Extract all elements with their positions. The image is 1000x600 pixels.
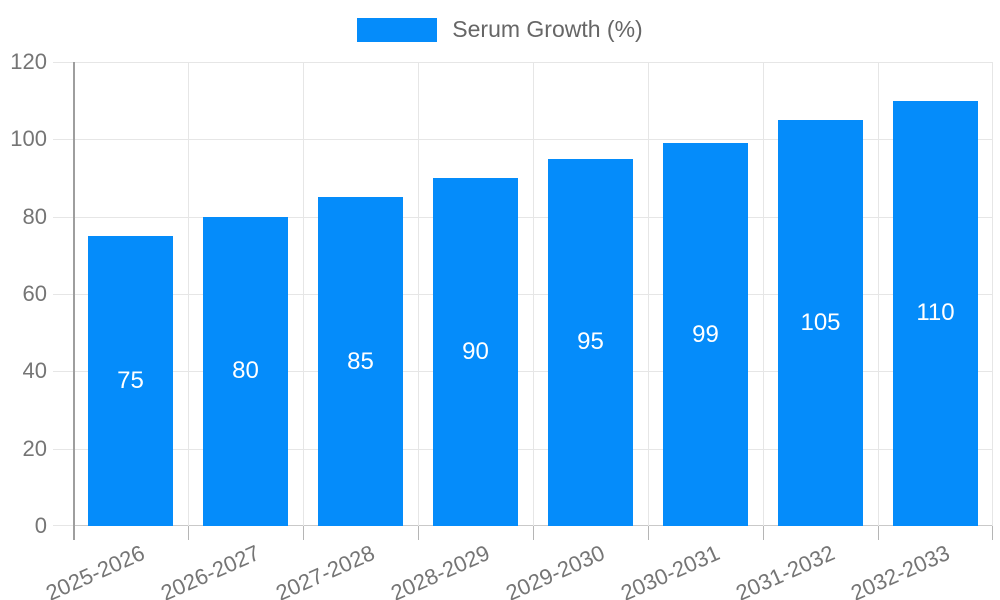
x-tick-mark: [303, 526, 304, 540]
legend-label: Serum Growth (%): [452, 16, 643, 42]
gridline-v: [648, 62, 649, 526]
gridline-v: [418, 62, 419, 526]
y-tick-mark: [53, 139, 73, 141]
y-tick-mark: [53, 371, 73, 373]
gridline-v: [303, 62, 304, 526]
y-axis-tick-label: 120: [10, 49, 47, 74]
x-tick-mark: [648, 526, 649, 540]
gridline-v: [188, 62, 189, 526]
y-tick-mark: [53, 216, 73, 218]
x-tick-mark: [533, 526, 534, 540]
chart-legend: Serum Growth (%): [0, 16, 1000, 43]
x-axis-tick-label: 2029-2030: [502, 540, 609, 600]
x-tick-mark: [188, 526, 189, 540]
gridline-v: [878, 62, 879, 526]
y-axis-tick-label: 100: [10, 126, 47, 152]
x-axis-tick-label: 2032-2033: [847, 540, 954, 600]
bar: 80: [203, 216, 288, 526]
gridline-v: [992, 62, 993, 526]
bar: 99: [663, 143, 748, 526]
y-axis-tick-label: 60: [22, 281, 47, 306]
x-tick-mark: [992, 526, 993, 540]
x-axis-tick-label: 2027-2028: [272, 540, 379, 600]
bar: 90: [433, 178, 518, 526]
legend-swatch: [357, 17, 438, 42]
bar: 85: [318, 197, 403, 526]
bar-value-label: 75: [117, 367, 144, 394]
y-axis-tick-label: 80: [22, 203, 47, 229]
legend-item-serum-growth[interactable]: Serum Growth (%): [357, 16, 643, 43]
x-axis-tick-label: 2025-2026: [42, 540, 149, 600]
x-tick-mark: [878, 526, 879, 540]
bar: 95: [548, 158, 633, 526]
y-axis-tick-label: 0: [34, 513, 47, 538]
plot-area: 75 80 85 90 95 99 105 110 0 20 40 60 80 100 120 2025-2…: [10, 49, 993, 600]
x-tick-mark: [763, 526, 764, 540]
bar: 105: [778, 120, 863, 526]
x-axis-tick-label: 2026-2027: [157, 540, 264, 600]
bar-value-label: 99: [692, 320, 719, 348]
bar-value-label: 85: [347, 347, 374, 375]
bar-value-label: 105: [800, 309, 841, 336]
x-axis-tick-label: 2028-2029: [387, 540, 494, 600]
x-tick-mark: [418, 526, 419, 540]
gridline-v: [763, 62, 764, 526]
bar-value-label: 110: [916, 299, 955, 327]
bar: 75: [88, 236, 173, 526]
bar-value-label: 95: [577, 328, 604, 356]
y-axis-tick-label: 40: [22, 358, 47, 384]
y-axis-tick-label: 20: [22, 435, 47, 461]
y-axis-line: [73, 62, 75, 540]
gridline-v: [533, 62, 534, 526]
y-tick-mark: [53, 448, 73, 450]
y-tick-mark: [53, 525, 73, 526]
bar-value-label: 80: [232, 357, 259, 385]
y-tick-mark: [53, 62, 73, 63]
x-axis-tick-label: 2030-2031: [617, 540, 724, 600]
x-axis-tick-label: 2031-2032: [732, 540, 839, 600]
bar: 110: [893, 100, 978, 526]
y-tick-mark: [53, 294, 73, 295]
bar-value-label: 90: [462, 338, 489, 365]
